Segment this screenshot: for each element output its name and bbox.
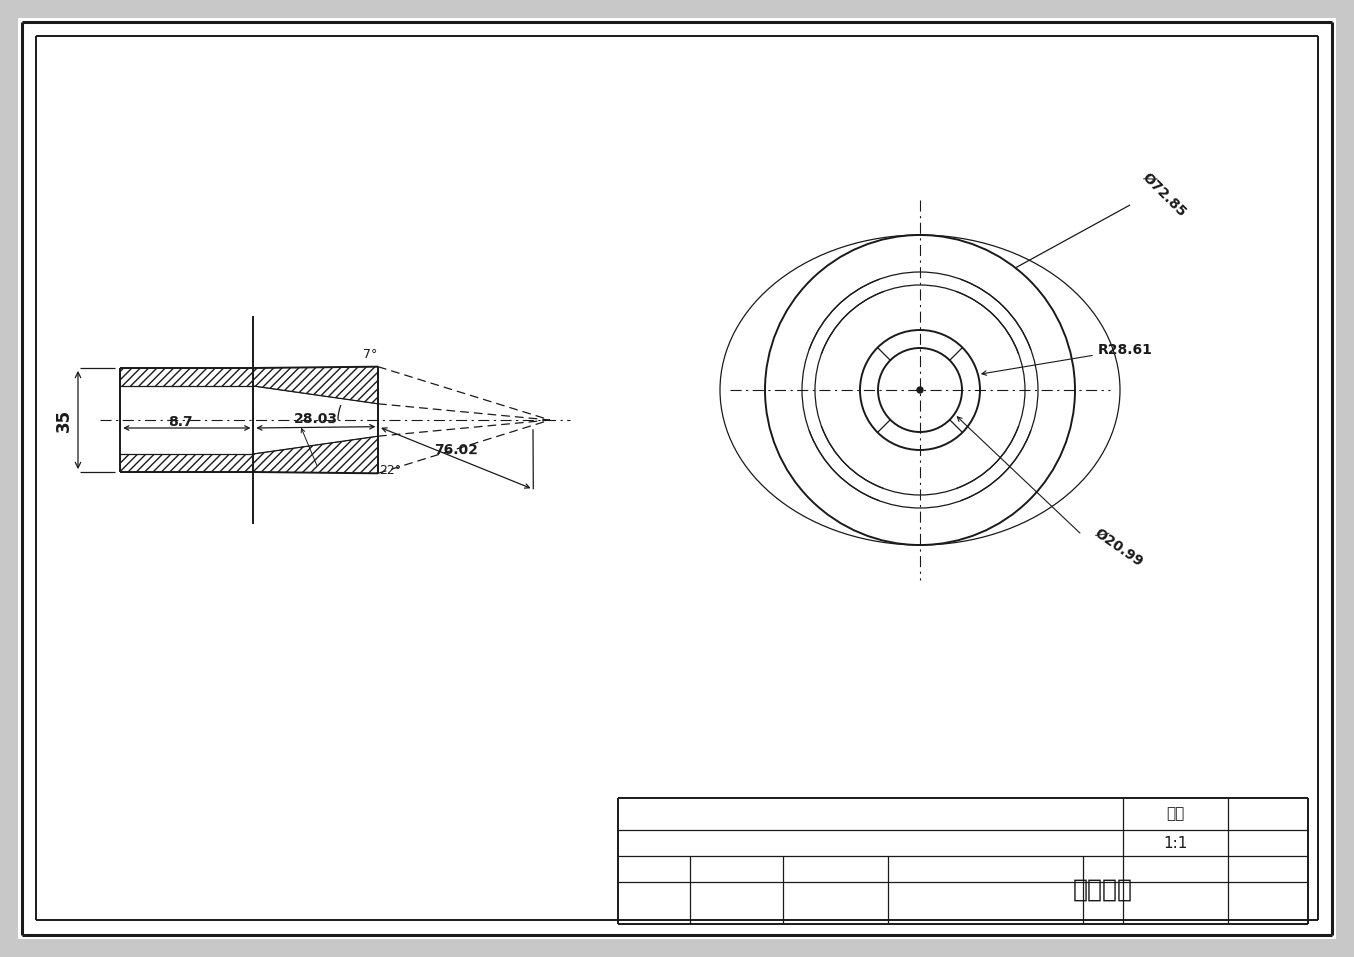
Text: 7°: 7° [363, 348, 378, 362]
Text: 22°: 22° [379, 463, 401, 477]
Text: 1:1: 1:1 [1163, 835, 1187, 851]
Circle shape [917, 387, 923, 393]
Text: 8.7: 8.7 [168, 415, 194, 429]
Polygon shape [253, 367, 378, 404]
Bar [121, 368, 253, 386]
Text: R28.61: R28.61 [1098, 343, 1152, 357]
Text: 76.02: 76.02 [433, 443, 478, 457]
Text: 小锥齿轮: 小锥齿轮 [1072, 878, 1133, 902]
Text: 35: 35 [56, 409, 73, 432]
Text: Ø20.99: Ø20.99 [1091, 525, 1145, 568]
Bar [121, 454, 253, 472]
Text: Ø72.85: Ø72.85 [1140, 170, 1190, 220]
Polygon shape [253, 436, 378, 474]
Text: 28.03: 28.03 [294, 412, 338, 427]
Text: 比例: 比例 [1166, 807, 1185, 821]
